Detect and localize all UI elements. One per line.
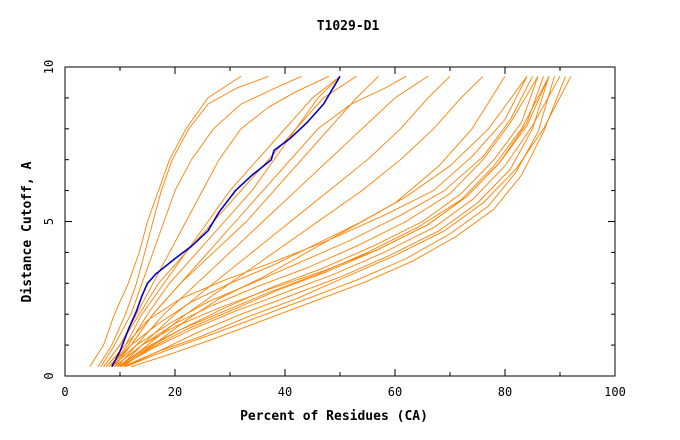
axis-ticks: 0 20 40 60 80 100 0 5 10	[42, 60, 626, 399]
series-line-25	[119, 76, 550, 368]
series-line-1	[89, 75, 242, 367]
series-line-13	[122, 76, 506, 368]
x-tick-label: 80	[498, 385, 512, 399]
x-tick-label: 100	[604, 385, 626, 399]
y-tick-label: 5	[42, 218, 56, 225]
series-line-6	[108, 75, 341, 367]
y-axis-label: Distance Cutoff, A	[20, 161, 35, 302]
x-tick-label: 0	[61, 385, 68, 399]
series-line-19	[125, 76, 555, 368]
series-line-7	[111, 75, 379, 367]
series-line-21	[111, 76, 533, 368]
series-line-12	[119, 75, 484, 368]
series-line-15	[114, 76, 539, 368]
x-tick-label: 20	[168, 385, 182, 399]
x-axis-label: Percent of Residues (CA)	[240, 409, 428, 424]
series-line-23	[125, 76, 550, 368]
plot-lines	[89, 75, 572, 368]
series-line-3	[100, 75, 302, 367]
y-tick-label: 10	[42, 60, 56, 74]
x-tick-label: 60	[388, 385, 402, 399]
chart-title: T1029-D1	[317, 19, 380, 34]
series-line-18	[122, 76, 572, 368]
series-line-4	[103, 75, 330, 367]
x-tick-label: 40	[278, 385, 292, 399]
series-line-2	[97, 75, 269, 367]
series-line-17	[119, 76, 561, 368]
series-line-26	[105, 76, 528, 367]
series-line-5	[105, 75, 341, 367]
series-line-11	[119, 75, 451, 368]
highlight-line	[111, 75, 341, 368]
series-line-14	[108, 76, 528, 368]
series-line-10	[116, 75, 429, 367]
series-line-24	[130, 76, 566, 368]
series-line-20	[114, 76, 544, 368]
y-tick-label: 0	[42, 372, 56, 379]
series-line-22	[117, 76, 539, 368]
